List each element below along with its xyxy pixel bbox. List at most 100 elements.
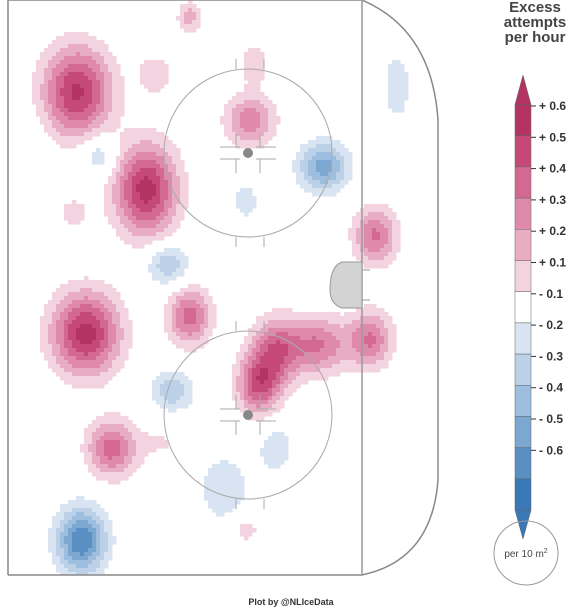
heat-cell	[120, 304, 125, 309]
heat-cell	[208, 476, 213, 481]
heat-cell	[156, 152, 161, 157]
heat-cell	[56, 96, 61, 101]
heat-cell	[252, 76, 257, 81]
heat-cell	[264, 108, 269, 113]
heat-cell	[196, 20, 201, 25]
heat-cell	[160, 136, 165, 141]
heat-cell	[376, 312, 381, 317]
heat-cell	[72, 384, 77, 389]
heat-cell	[244, 60, 249, 65]
heat-cell	[108, 420, 113, 425]
heat-cell	[148, 436, 153, 441]
heat-cell	[80, 88, 85, 93]
heat-cell	[284, 312, 289, 317]
heat-cell	[132, 132, 137, 137]
heat-cell	[128, 176, 133, 181]
heat-cell	[152, 168, 157, 173]
heat-cell	[264, 316, 269, 321]
heat-cell	[176, 224, 181, 229]
heat-cell	[312, 376, 317, 381]
heat-cell	[128, 184, 133, 189]
heat-cell	[276, 440, 281, 445]
heat-cell	[96, 292, 101, 297]
heat-cell	[336, 364, 341, 369]
heat-cell	[184, 376, 189, 381]
heat-cell	[120, 136, 125, 141]
heat-cell	[236, 404, 241, 409]
heat-cell	[284, 440, 289, 445]
heat-cell	[388, 344, 393, 349]
heat-cell	[384, 248, 389, 253]
heat-cell	[84, 524, 89, 529]
heat-cell	[288, 372, 293, 377]
heat-cell	[276, 324, 281, 329]
heat-cell	[92, 528, 97, 533]
heat-cell	[80, 64, 85, 69]
heat-cell	[80, 84, 85, 89]
heat-cell	[100, 472, 105, 477]
heat-cell	[228, 468, 233, 473]
heat-cell	[252, 408, 257, 413]
heat-cell	[300, 152, 305, 157]
heat-cell	[340, 360, 345, 365]
heat-cell	[72, 364, 77, 369]
heat-cell	[216, 484, 221, 489]
heat-cell	[100, 104, 105, 109]
heat-cell	[44, 48, 49, 53]
heat-cell	[80, 212, 85, 217]
heat-cell	[76, 120, 81, 125]
heat-cell	[104, 196, 109, 201]
heat-cell	[200, 332, 205, 337]
heat-cell	[372, 312, 377, 317]
heat-cell	[56, 104, 61, 109]
heat-cell	[268, 412, 273, 417]
heat-cell	[348, 360, 353, 365]
heat-cell	[384, 316, 389, 321]
heat-cell	[96, 536, 101, 541]
heat-cell	[120, 424, 125, 429]
heat-cell	[272, 392, 277, 397]
heat-cell	[332, 348, 337, 353]
heat-cell	[352, 316, 357, 321]
heat-cell	[76, 340, 81, 345]
heat-cell	[84, 64, 89, 69]
heat-cell	[196, 304, 201, 309]
heat-cell	[80, 376, 85, 381]
heat-cell	[80, 496, 85, 501]
heat-cell	[76, 512, 81, 517]
heat-cell	[176, 216, 181, 221]
heat-cell	[212, 504, 217, 509]
heat-cell	[164, 248, 169, 253]
heat-cell	[84, 428, 89, 433]
heat-cell	[308, 344, 313, 349]
heat-cell	[64, 204, 69, 209]
heat-cell	[68, 524, 73, 529]
heat-cell	[44, 312, 49, 317]
heat-cell	[108, 92, 113, 97]
heat-cell	[300, 316, 305, 321]
heat-cell	[264, 328, 269, 333]
heat-cell	[152, 148, 157, 153]
heat-cell	[164, 80, 169, 85]
heat-cell	[224, 472, 229, 477]
heat-cell	[284, 364, 289, 369]
heat-cell	[116, 108, 121, 113]
heat-cell	[196, 308, 201, 313]
heat-cell	[140, 448, 145, 453]
heat-cell	[128, 468, 133, 473]
heat-cell	[84, 132, 89, 137]
heat-cell	[120, 416, 125, 421]
heat-cell	[136, 240, 141, 245]
heat-cell	[164, 380, 169, 385]
heat-cell	[388, 76, 393, 81]
heat-cell	[56, 124, 61, 129]
heat-cell	[132, 176, 137, 181]
heat-cell	[124, 460, 129, 465]
heat-cell	[48, 364, 53, 369]
heat-cell	[340, 364, 345, 369]
heat-cell	[276, 344, 281, 349]
heat-cell	[68, 536, 73, 541]
heat-cell	[172, 392, 177, 397]
heat-cell	[196, 292, 201, 297]
heat-cell	[308, 364, 313, 369]
